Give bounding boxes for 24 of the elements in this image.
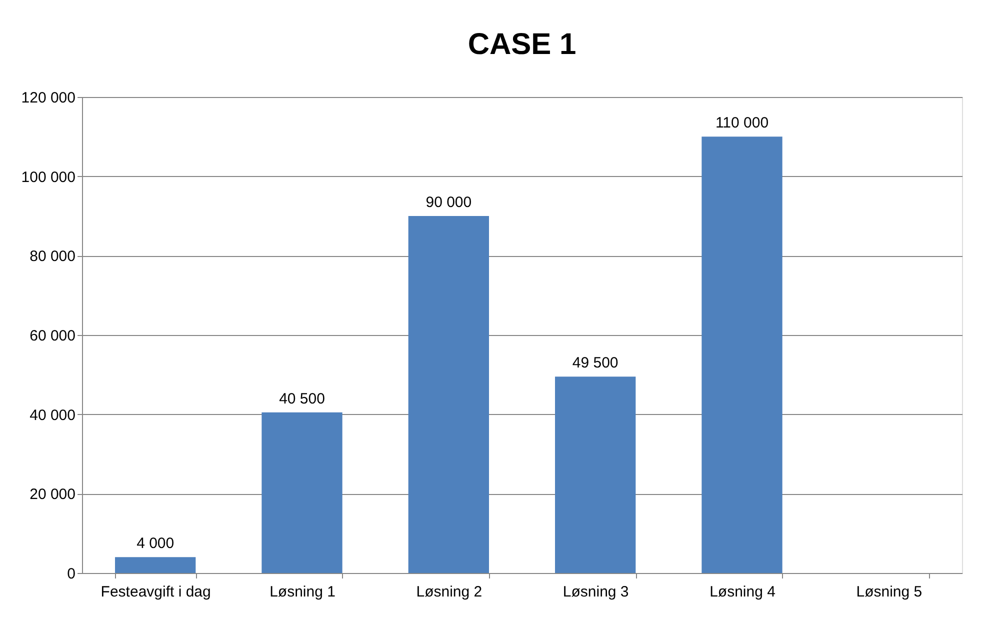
y-tick-label: 0 (67, 566, 76, 582)
bar (115, 557, 196, 573)
y-tick-label: 40 000 (30, 406, 76, 424)
x-tick-label: Løsning 2 (416, 584, 482, 600)
data-label: 40 500 (279, 390, 325, 408)
data-label: 90 000 (426, 194, 472, 211)
y-tick-label: 100 000 (21, 168, 76, 186)
bar (262, 412, 342, 573)
bar (702, 136, 782, 573)
data-label: 4 000 (136, 535, 174, 552)
data-label: 110 000 (715, 114, 769, 132)
x-tick-label: Løsning 5 (856, 584, 922, 600)
y-tick-label: 120 000 (21, 90, 76, 106)
bar (555, 376, 636, 573)
y-tick-label: 60 000 (30, 328, 76, 344)
y-tick-label: 20 000 (30, 486, 76, 504)
x-tick-label: Løsning 4 (710, 584, 776, 600)
y-tick-label: 80 000 (30, 248, 76, 266)
x-tick-label: Løsning 3 (562, 584, 629, 600)
chart-title: CASE 1 (468, 28, 576, 61)
x-tick-label: Festeavgift i dag (100, 584, 211, 600)
data-label: 49 500 (572, 354, 618, 372)
bar (408, 216, 489, 573)
x-tick-label: Løsning 1 (270, 584, 336, 600)
